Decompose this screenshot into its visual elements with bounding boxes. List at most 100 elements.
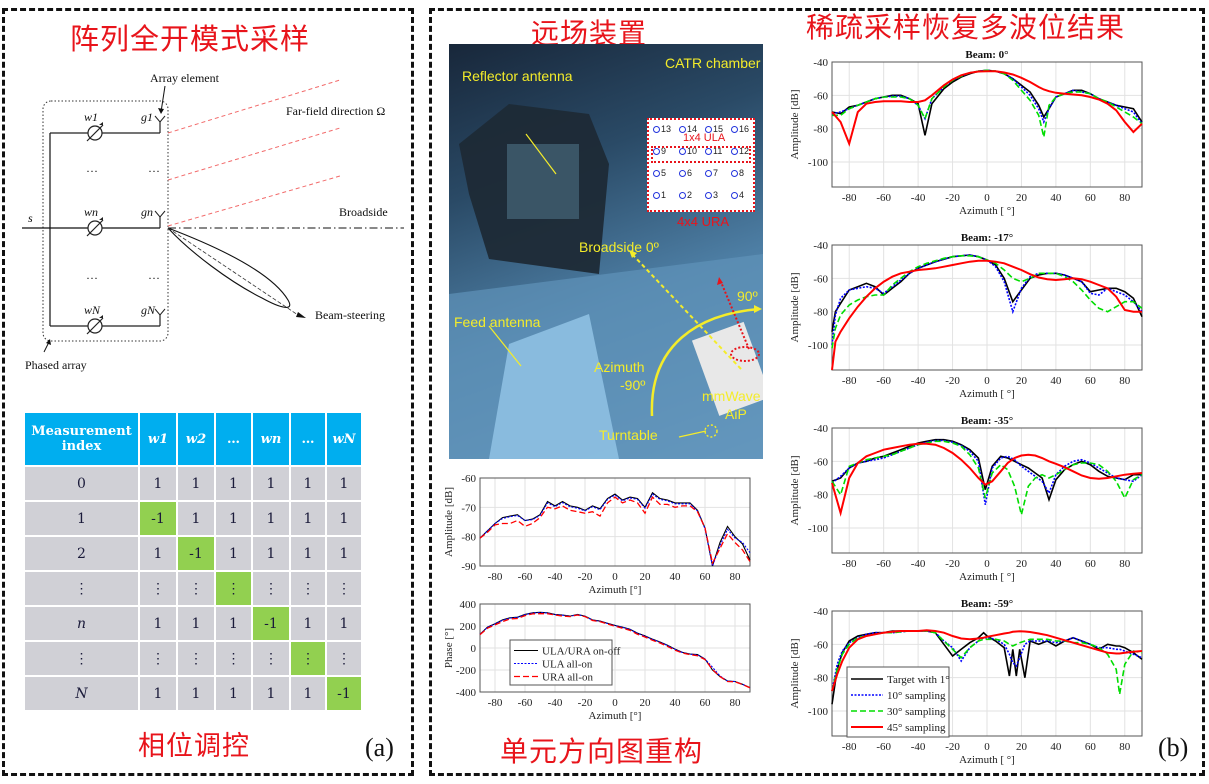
table-row: 1 -1 1 1 1 1 1 — [25, 502, 361, 535]
series-line-1 — [831, 439, 1143, 505]
y-tick-label: -60 — [813, 639, 828, 651]
x-axis-label: Azimuth [ °] — [959, 388, 1015, 400]
y-tick-label: 400 — [460, 599, 477, 611]
catr-chamber-label: CATR chamber — [665, 55, 761, 71]
weight-cell: 1 — [216, 537, 251, 570]
y-tick-label: -60 — [813, 456, 828, 468]
weight-label-1: w1 — [84, 110, 99, 124]
beam-steering-label: Beam-steering — [315, 308, 385, 322]
weight-cell: 1 — [216, 502, 251, 535]
element-circle-icon — [705, 148, 712, 156]
x-tick-label: -40 — [548, 571, 563, 583]
catr-chamber-photo: CATR chamber Reflector antenna Feed ante… — [449, 44, 763, 459]
x-tick-label: 60 — [1085, 558, 1097, 570]
measurement-index-cell: 1 — [25, 502, 138, 535]
element-number: 11 — [713, 146, 723, 156]
phased-array-label: Phased array — [25, 358, 87, 372]
table-header: w1 — [140, 413, 176, 465]
table-header: wn — [253, 413, 289, 465]
x-tick-label: 40 — [1050, 192, 1062, 204]
beam-arrow-icon — [296, 312, 306, 318]
x-tick-label: -80 — [842, 375, 857, 387]
weight-cell: ⋮ — [140, 572, 176, 605]
element-circle-icon — [653, 148, 660, 156]
x-tick-label: -60 — [518, 571, 533, 583]
table-row: ⋮ ⋮ ⋮ ⋮ ⋮ ⋮ ⋮ — [25, 642, 361, 675]
beam-minus17-chart: -80 -60 -40 -20 0 20 40 60 80 -40 -60 -80 -100 Azimut… — [789, 232, 1143, 400]
weight-cell: ⋮ — [253, 642, 289, 675]
antenna-icon — [154, 210, 166, 218]
ura-element: 4 — [731, 190, 744, 200]
measurement-index-cell: ⋮ — [25, 642, 138, 675]
x-tick-label: 60 — [1085, 375, 1097, 387]
y-tick-label: -80 — [813, 490, 828, 502]
deg90-label: 90º — [737, 288, 758, 304]
weight-cell: 1 — [253, 537, 289, 570]
x-tick-label: -20 — [945, 192, 960, 204]
y-tick-label: -80 — [461, 532, 476, 544]
element-number: 12 — [739, 146, 750, 156]
element-circle-icon — [705, 192, 712, 200]
weight-cell: ⋮ — [253, 572, 289, 605]
beam-lobe — [167, 227, 291, 308]
x-tick-label: -80 — [842, 192, 857, 204]
table-row: n 1 1 1 -1 1 1 — [25, 607, 361, 640]
weight-cell: ⋮ — [216, 642, 251, 675]
weight-cell: ⋮ — [140, 642, 176, 675]
gain-label-n: gn — [141, 205, 153, 219]
ura-element: 11 — [705, 146, 722, 156]
element-number: 6 — [687, 168, 693, 178]
series-line-2 — [479, 495, 751, 566]
element-circle-icon — [653, 192, 660, 200]
x-tick-label: -40 — [911, 192, 926, 204]
ura-element: 9 — [653, 146, 666, 156]
weight-cell: 1 — [291, 467, 325, 500]
broadside-arrow-icon — [629, 250, 637, 258]
x-tick-label: 20 — [640, 697, 652, 709]
element-number: 2 — [687, 190, 693, 200]
ura-element: 15 — [705, 124, 723, 134]
series-line-3 — [831, 70, 1143, 147]
element-circle-icon — [653, 170, 660, 178]
x-tick-label: 40 — [1050, 741, 1062, 753]
x-tick-label: 80 — [1119, 558, 1131, 570]
series-line-1 — [479, 493, 751, 569]
element-number: 4 — [739, 190, 745, 200]
broadside-label: Broadside — [339, 205, 388, 219]
phase-shifter-icon — [86, 124, 104, 142]
x-tick-label: 40 — [1050, 375, 1062, 387]
ura-element: 1 — [653, 190, 666, 200]
ura-element: 7 — [705, 168, 718, 178]
table-row: ⋮ ⋮ ⋮ ⋮ ⋮ ⋮ ⋮ — [25, 572, 361, 605]
x-tick-label: 80 — [1119, 741, 1131, 753]
table-row: 2 1 -1 1 1 1 1 — [25, 537, 361, 570]
series-line-3 — [831, 259, 1142, 371]
element-circle-icon — [731, 148, 738, 156]
weight-cell: 1 — [178, 467, 214, 500]
series-line-2 — [831, 254, 1143, 349]
table-header: wN — [327, 413, 361, 465]
ura-element: 14 — [679, 124, 697, 134]
y-tick-label: -60 — [813, 90, 828, 102]
phase-shifter-icon — [86, 219, 104, 237]
x-tick-label: -20 — [578, 571, 593, 583]
weight-cell: 1 — [216, 677, 251, 710]
y-tick-label: -100 — [808, 157, 829, 169]
measurement-index-cell: ⋮ — [25, 572, 138, 605]
series-line-2 — [479, 613, 751, 689]
weight-cell: 1 — [140, 677, 176, 710]
y-tick-label: -60 — [461, 473, 476, 485]
element-number: 8 — [739, 168, 745, 178]
x-tick-label: -40 — [911, 375, 926, 387]
x-tick-label: 80 — [730, 571, 742, 583]
panel-mid-subtitle: 单元方向图重构 — [500, 735, 704, 768]
ura-element: 12 — [731, 146, 749, 156]
y-tick-label: -80 — [813, 673, 828, 685]
y-axis-label: Amplitude [dB] — [789, 90, 801, 160]
weight-cell: -1 — [140, 502, 176, 535]
weight-cell: ⋮ — [327, 642, 361, 675]
x-tick-label: -20 — [578, 697, 593, 709]
x-tick-label: 80 — [1119, 192, 1131, 204]
weight-cell: ⋮ — [291, 572, 325, 605]
